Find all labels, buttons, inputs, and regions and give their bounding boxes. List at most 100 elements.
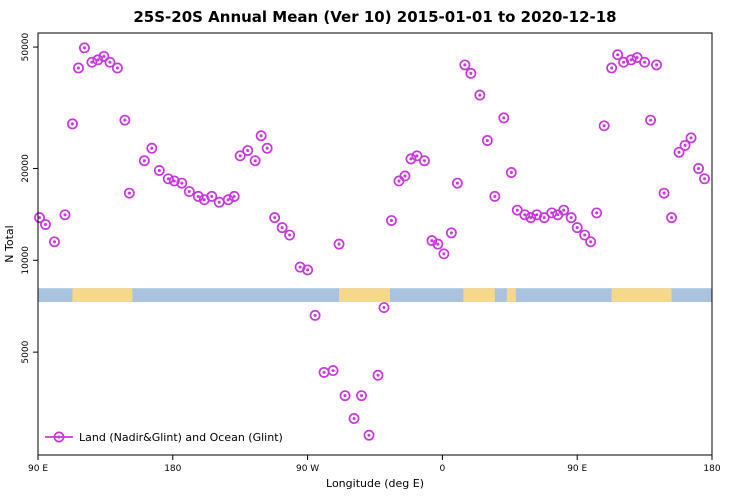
data-point	[309, 309, 321, 321]
data-point	[242, 145, 254, 156]
data-point	[625, 54, 637, 66]
y-tick-label: 50000	[21, 32, 31, 61]
data-point	[111, 62, 123, 74]
data-point	[673, 146, 685, 158]
x-tick-label: 90 W	[296, 464, 319, 474]
data-point	[176, 177, 188, 189]
data-point	[249, 155, 261, 167]
data-points	[34, 42, 710, 441]
data-point	[645, 114, 657, 126]
data-point	[153, 165, 165, 176]
map-strip-land	[506, 288, 516, 302]
data-point	[49, 236, 60, 248]
legend: Land (Nadir&Glint) and Ocean (Glint)	[45, 431, 283, 444]
map-strip-land	[72, 288, 133, 302]
data-point	[693, 163, 704, 174]
data-point	[206, 190, 218, 202]
data-point	[318, 366, 330, 378]
data-point	[579, 229, 591, 241]
data-point	[699, 173, 710, 185]
data-point	[213, 196, 225, 208]
data-point	[78, 42, 90, 54]
data-point	[339, 390, 351, 402]
data-point	[465, 67, 477, 79]
data-point	[123, 187, 135, 199]
y-tick-label: 20000	[21, 154, 31, 183]
data-point	[228, 190, 240, 202]
data-point	[411, 150, 423, 162]
data-point	[222, 194, 234, 206]
data-point	[481, 135, 493, 146]
y-axis-label: N Total	[3, 225, 16, 262]
data-point	[72, 62, 84, 74]
data-point	[119, 114, 131, 126]
data-point	[451, 177, 463, 189]
legend-marker-icon	[53, 431, 65, 443]
data-point	[333, 238, 345, 250]
data-point	[40, 219, 51, 230]
data-point	[284, 229, 296, 241]
data-point	[255, 130, 267, 142]
data-point	[426, 235, 438, 247]
data-point	[405, 153, 417, 165]
data-point	[445, 227, 457, 239]
data-point	[565, 212, 577, 224]
data-point	[269, 212, 281, 224]
data-point	[276, 222, 288, 234]
data-point	[34, 212, 45, 224]
data-point	[418, 155, 430, 167]
x-axis-label: Longitude (deg E)	[326, 477, 424, 490]
data-point	[498, 112, 510, 124]
data-point	[348, 413, 360, 424]
data-point	[59, 209, 71, 221]
data-point	[438, 248, 450, 260]
chart-title: 25S-20S Annual Mean (Ver 10) 2015-01-01 …	[133, 8, 616, 26]
legend-label: Land (Nadir&Glint) and Ocean (Glint)	[79, 431, 283, 444]
data-point	[489, 190, 501, 202]
data-point	[598, 120, 610, 132]
data-point	[192, 190, 204, 202]
data-point	[505, 167, 517, 178]
x-tick-label: 180	[164, 464, 181, 474]
data-point	[585, 236, 597, 248]
data-point	[378, 302, 390, 313]
data-point	[666, 212, 678, 224]
data-point	[146, 142, 158, 154]
x-tick-label: 0	[440, 464, 446, 474]
data-point	[546, 207, 558, 219]
data-point	[66, 118, 78, 130]
data-point	[386, 215, 397, 226]
data-point	[639, 56, 651, 68]
map-strip-land	[339, 288, 390, 302]
data-point	[474, 89, 486, 101]
plot-frame	[37, 32, 713, 456]
x-tick-label: 90 E	[28, 464, 48, 474]
data-point	[591, 207, 603, 219]
data-point	[168, 175, 180, 187]
data-point	[612, 49, 624, 61]
map-strip-land	[611, 288, 672, 302]
data-point	[183, 186, 195, 198]
data-point	[525, 212, 537, 224]
data-point	[393, 175, 405, 187]
data-point	[538, 212, 550, 224]
data-point	[558, 204, 570, 216]
data-point	[399, 170, 411, 182]
x-tick-label: 180	[703, 464, 720, 474]
data-point	[261, 142, 273, 154]
data-point	[618, 56, 630, 68]
data-point	[302, 264, 314, 276]
data-point	[92, 54, 104, 66]
data-point	[162, 173, 174, 185]
data-point	[356, 390, 367, 402]
data-point	[651, 59, 663, 71]
y-tick-label: 5000	[21, 340, 31, 363]
data-point	[86, 56, 98, 68]
data-point	[631, 52, 643, 63]
data-point	[432, 238, 444, 250]
data-point	[571, 222, 583, 234]
land-ocean-strip	[38, 288, 712, 302]
data-point	[138, 155, 150, 167]
data-point	[98, 50, 110, 62]
